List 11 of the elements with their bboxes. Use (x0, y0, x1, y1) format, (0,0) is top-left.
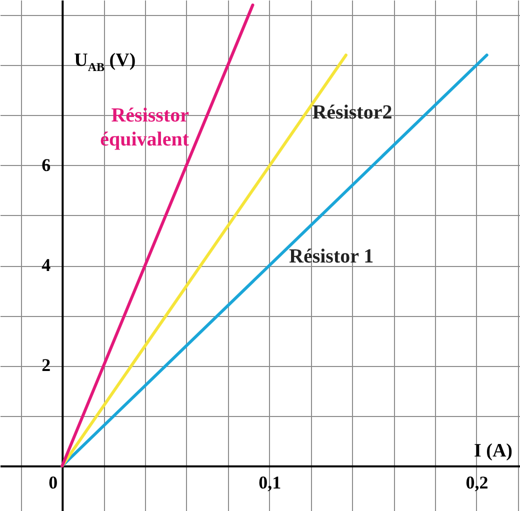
series-label: Résistor2 (312, 102, 392, 124)
x-tick-label: 0,1 (258, 472, 282, 492)
x-tick-label: 0,2 (466, 472, 488, 492)
y-tick-label: 4 (42, 255, 51, 276)
x-axis-title: I (A) (474, 440, 512, 462)
y-tick-label: 6 (42, 154, 51, 175)
series-label: Résistor 1 (288, 245, 374, 268)
y-axis-title: U$_{AB}$ (V) (74, 50, 136, 75)
y-tick-label: 2 (42, 355, 51, 376)
x-tick-label: 0 (48, 472, 58, 492)
series-label: Résisstor équivalent (100, 104, 190, 151)
